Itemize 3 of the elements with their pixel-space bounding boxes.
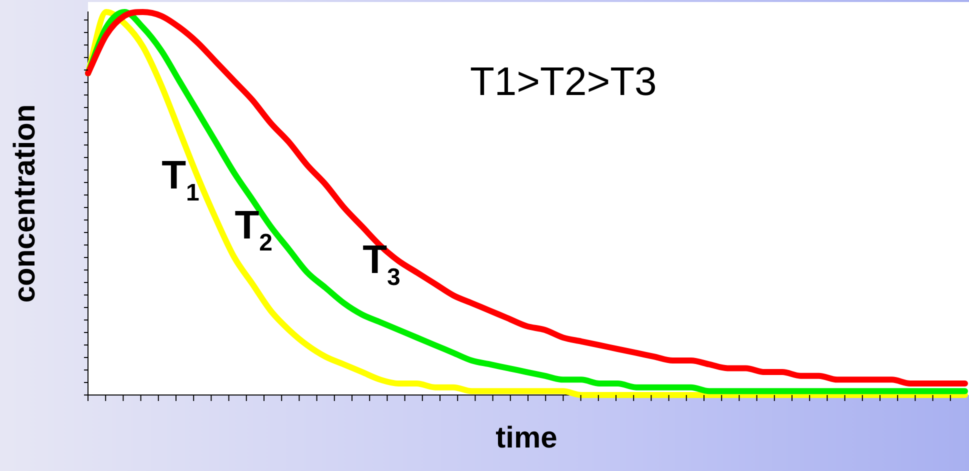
y-axis-title: concentration xyxy=(8,104,42,303)
x-axis-title: time xyxy=(496,421,558,454)
annotation: T1>T2>T3 xyxy=(470,60,657,104)
